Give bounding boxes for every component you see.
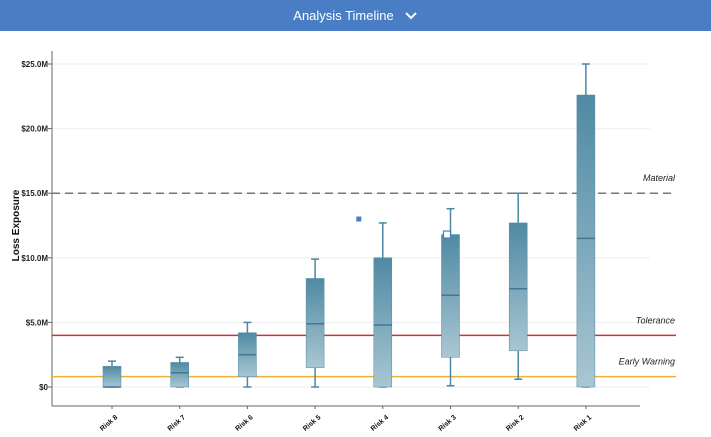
iqr-box xyxy=(170,362,189,388)
top-bar: Analysis Timeline xyxy=(0,0,711,31)
x-tick-label: Risk 2 xyxy=(505,414,525,432)
box-risk-5[interactable] xyxy=(305,258,325,388)
threshold-label-tolerance: Tolerance xyxy=(636,315,675,325)
analysis-timeline-dropdown[interactable]: Analysis Timeline xyxy=(293,8,417,23)
outlier-point[interactable] xyxy=(442,230,452,239)
outlier-point[interactable] xyxy=(356,216,362,222)
y-tick-label: $10.0M xyxy=(21,254,48,263)
y-tick-label: $25.0M xyxy=(21,60,48,69)
threshold-label-early-warning: Early Warning xyxy=(619,357,675,367)
chevron-down-icon[interactable] xyxy=(404,11,418,21)
box-plot-chart: $0 $5.0M $10.0M $15.0M $20.0M $25.0M Loss Expo… xyxy=(11,51,676,433)
box-risk-8[interactable] xyxy=(102,360,122,388)
page-title: Analysis Timeline xyxy=(293,8,394,23)
box-risk-7[interactable] xyxy=(170,356,189,388)
box-risk-4[interactable] xyxy=(373,222,393,388)
x-tick-label: Risk 8 xyxy=(99,414,119,432)
y-axis-title: Loss Exposure xyxy=(11,189,22,261)
box-risk-2[interactable] xyxy=(508,192,528,380)
box-risk-1[interactable] xyxy=(576,63,596,388)
threshold-label-material: Material xyxy=(643,173,676,183)
chart-container: $0 $5.0M $10.0M $15.0M $20.0M $25.0M Loss Expo… xyxy=(0,31,711,433)
iqr-box xyxy=(102,366,122,388)
x-tick-label: Risk 1 xyxy=(573,414,593,432)
x-tick-label: Risk 7 xyxy=(167,414,187,432)
x-tick-label: Risk 6 xyxy=(234,414,254,432)
box-risk-6[interactable] xyxy=(238,321,257,388)
y-tick-label: $5.0M xyxy=(26,318,49,327)
iqr-box xyxy=(576,94,596,388)
y-tick-label: $15.0M xyxy=(21,189,48,198)
y-tick-label: $20.0M xyxy=(21,125,48,134)
iqr-box xyxy=(508,222,528,352)
x-tick-label: Risk 3 xyxy=(437,414,457,432)
iqr-box xyxy=(373,257,393,388)
x-tick-label: Risk 4 xyxy=(370,414,390,432)
x-tick-label: Risk 5 xyxy=(302,414,322,432)
y-tick-label: $0 xyxy=(39,383,48,392)
